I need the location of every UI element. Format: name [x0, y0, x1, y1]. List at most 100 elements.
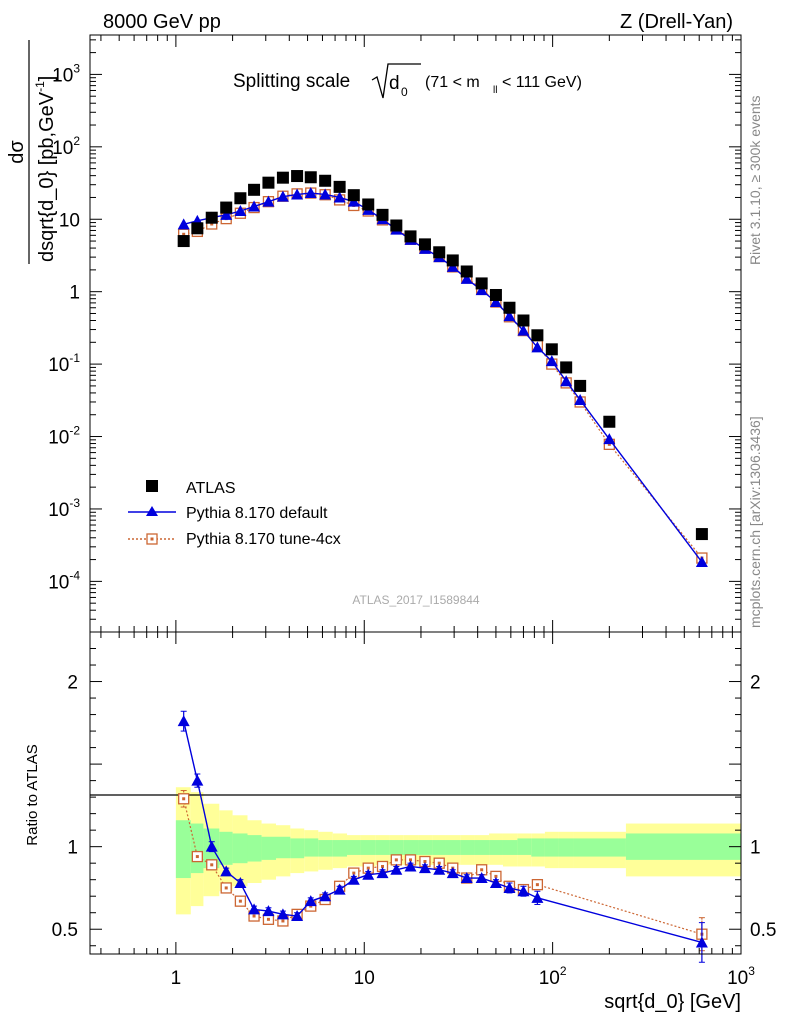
ratio-panel: 0.5 0.5 1 1 2 2 1 10 102 103 Ratio to ATLAS sqrt… — [24, 631, 776, 1013]
band-inner-segment — [332, 840, 348, 857]
data-point — [333, 191, 346, 203]
data-point-dot — [224, 886, 228, 890]
data-point — [177, 715, 190, 727]
band-inner-segment — [190, 823, 204, 874]
band-inner-segment — [502, 840, 518, 855]
y-tick-label: 10-3 — [48, 496, 80, 521]
ratio-series-default — [177, 710, 708, 963]
data-point — [545, 355, 558, 367]
title-cut: (71 < m — [425, 74, 480, 91]
data-point — [475, 277, 488, 290]
series-atlas — [177, 170, 708, 541]
data-point — [545, 343, 558, 356]
data-point — [177, 218, 190, 230]
data-point — [347, 189, 360, 202]
data-point-dot — [437, 861, 441, 865]
data-point — [376, 208, 389, 221]
data-point-dot — [366, 866, 370, 870]
data-point — [531, 329, 544, 342]
header-left: 8000 GeV pp — [103, 11, 221, 33]
band-inner-segment — [517, 838, 532, 855]
band-inner-segment — [290, 838, 305, 859]
data-point — [362, 198, 375, 211]
band-inner-segment — [276, 836, 291, 859]
data-point — [220, 865, 233, 877]
main-panel: 10-4 10-3 10-2 10-1 1 10 102 103 Splitting scal… — [6, 34, 742, 633]
data-point — [248, 200, 261, 212]
data-point — [460, 872, 473, 884]
band-inner-segment — [544, 838, 559, 857]
data-point — [347, 873, 360, 885]
data-point — [418, 238, 431, 251]
data-point — [234, 192, 247, 205]
legend-default-marker — [146, 506, 158, 516]
data-point — [489, 288, 502, 301]
ratio-y-axis-label: Ratio to ATLAS — [24, 744, 41, 845]
band-inner-segment — [247, 835, 262, 862]
data-point — [177, 235, 190, 248]
ratio-y-tick-label-right: 1 — [750, 838, 761, 859]
title-sqrt-d: d — [389, 73, 400, 94]
chart-title: Splitting scale d 0 (71 < m ll < 111 GeV… — [233, 63, 582, 99]
main-ticks — [90, 35, 742, 633]
data-point-dot — [352, 871, 356, 875]
data-point — [291, 910, 304, 922]
data-point-dot — [266, 917, 270, 921]
data-point — [333, 883, 346, 895]
data-point-dot — [480, 868, 484, 872]
data-point — [333, 180, 346, 193]
data-point — [234, 876, 247, 888]
data-point-dot — [409, 858, 413, 862]
data-point — [460, 265, 473, 278]
band-inner-segment — [460, 840, 475, 855]
data-point — [574, 393, 587, 405]
band-inner-segment — [531, 838, 545, 857]
band-inner-segment — [219, 831, 233, 865]
data-point — [191, 222, 204, 235]
data-point — [433, 863, 446, 875]
data-point-dot — [238, 899, 242, 903]
data-point — [304, 187, 317, 199]
data-point — [220, 201, 233, 214]
data-point — [695, 556, 708, 568]
main-y-tick-labels: 10-4 10-3 10-2 10-1 1 10 102 103 — [48, 61, 80, 593]
data-point — [475, 284, 488, 296]
y-tick-label: 10-1 — [48, 351, 80, 376]
data-point — [276, 190, 289, 202]
data-point — [390, 863, 403, 875]
y-tick-label: 102 — [52, 134, 80, 159]
analysis-watermark: ATLAS_2017_I1589844 — [352, 593, 480, 607]
header-right: Z (Drell-Yan) — [620, 11, 733, 33]
x-tick-label: 10 — [354, 968, 375, 989]
y-tick-label: 10 — [59, 210, 80, 231]
title-text: Splitting scale — [233, 71, 350, 92]
data-point-dot — [182, 232, 186, 236]
data-point — [560, 361, 573, 374]
band-inner-segment — [318, 840, 333, 857]
data-point — [531, 891, 544, 903]
x-tick-label: 1 — [171, 968, 182, 989]
ratio-y-tick-label-right: 0.5 — [750, 920, 776, 941]
data-point — [390, 219, 403, 232]
data-point — [262, 905, 275, 917]
data-point-dot — [423, 860, 427, 864]
data-point — [460, 272, 473, 284]
data-point-dot — [394, 858, 398, 862]
band-inner-segment — [445, 840, 461, 855]
y-tick-label: 1 — [69, 283, 80, 304]
data-point — [262, 195, 275, 207]
legend-atlas-marker — [146, 480, 158, 492]
data-point — [695, 936, 708, 948]
band-inner-segment — [489, 840, 503, 855]
y-label-numerator: dσ — [6, 140, 28, 164]
data-point — [503, 301, 516, 314]
main-y-axis-label: dσ dsqrt{d_0} [pb,GeV-1] — [6, 40, 58, 264]
data-point — [489, 876, 502, 888]
ratio-frame — [89, 631, 742, 955]
band-inner-segment — [375, 840, 390, 855]
data-point — [446, 867, 459, 879]
legend-default-label: Pythia 8.170 default — [186, 505, 328, 522]
data-point — [234, 205, 247, 217]
band-inner-segment — [175, 820, 191, 879]
data-point — [205, 840, 218, 852]
